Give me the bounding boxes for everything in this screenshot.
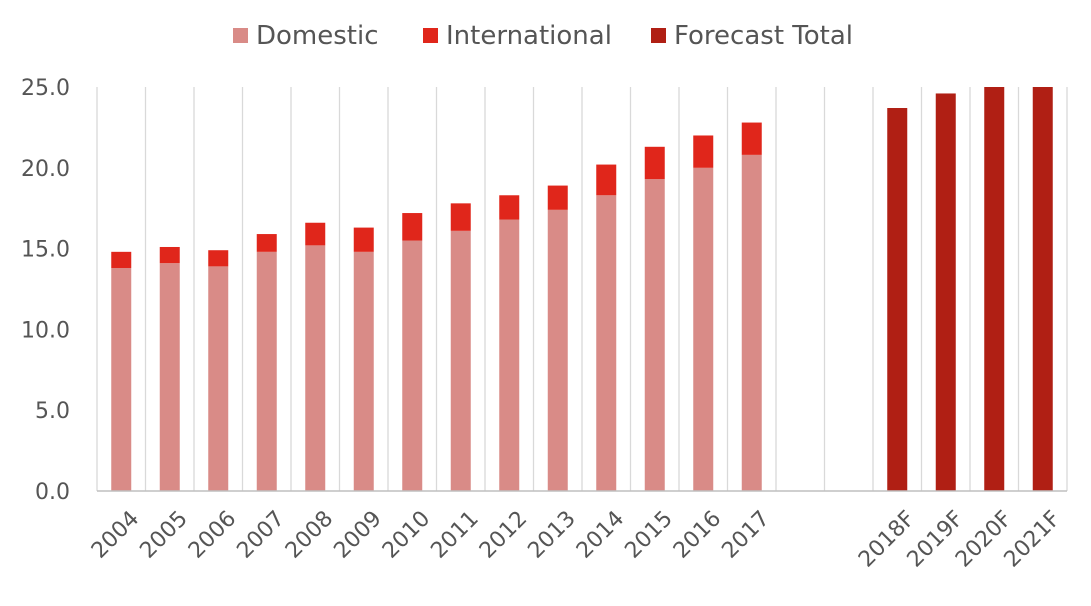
legend-swatch-domestic — [233, 28, 248, 43]
bar-domestic-2016 — [693, 167, 714, 492]
x-tick-label: 2017 — [717, 506, 774, 563]
bar-domestic-2004 — [111, 267, 132, 491]
legend-label-international: International — [446, 21, 612, 51]
x-tick-label: 2012 — [475, 506, 532, 563]
x-tick-label: 2004 — [87, 506, 144, 563]
y-tick-label: 25.0 — [21, 76, 70, 101]
x-tick-label: 2008 — [281, 506, 338, 563]
bar-domestic-2008 — [305, 245, 326, 491]
bar-domestic-2014 — [596, 195, 617, 491]
bar-domestic-2009 — [353, 251, 374, 491]
x-tick-label: 2014 — [572, 506, 629, 563]
bar-international-2017 — [741, 122, 762, 155]
x-tick-label: 2006 — [184, 506, 241, 563]
bar-domestic-2017 — [741, 154, 762, 491]
x-tick-label: 2015 — [620, 506, 677, 563]
bar-forecast-total-2021f — [1032, 87, 1053, 491]
x-tick-label: 2009 — [329, 506, 386, 563]
bar-international-2015 — [644, 146, 665, 180]
bars-layer — [111, 87, 1053, 492]
bar-international-2010 — [402, 213, 423, 241]
x-tick-label: 2005 — [135, 506, 192, 563]
y-tick-label: 5.0 — [35, 399, 70, 424]
bar-international-2012 — [499, 195, 520, 220]
bar-domestic-2015 — [644, 179, 665, 491]
bar-domestic-2005 — [159, 263, 180, 491]
bar-domestic-2006 — [208, 266, 229, 491]
bar-forecast-total-2018f — [887, 108, 908, 492]
x-tick-label: 2011 — [426, 506, 483, 563]
bar-international-2007 — [256, 234, 277, 252]
bar-forecast-total-2019f — [935, 93, 956, 492]
y-tick-label: 10.0 — [21, 318, 70, 343]
y-tick-label: 15.0 — [21, 238, 70, 263]
grid-layer — [96, 87, 1068, 491]
x-tick-label: 2016 — [669, 506, 726, 563]
y-tick-label: 0.0 — [35, 480, 70, 505]
bar-domestic-2007 — [256, 251, 277, 491]
legend-swatch-forecast-total — [651, 28, 666, 43]
bar-international-2009 — [353, 227, 374, 252]
bar-international-2006 — [208, 250, 229, 267]
legend-label-forecast-total: Forecast Total — [674, 21, 853, 51]
bar-forecast-total-2020f — [984, 87, 1005, 491]
bar-international-2011 — [450, 203, 471, 231]
legend: Domestic International Forecast Total — [233, 21, 853, 51]
bar-domestic-2010 — [402, 240, 423, 491]
legend-swatch-international — [423, 28, 438, 43]
bar-international-2008 — [305, 222, 326, 246]
bar-international-2016 — [693, 135, 714, 168]
bar-domestic-2013 — [547, 209, 568, 492]
x-tick-label: 2013 — [523, 506, 580, 563]
x-tick-label: 2007 — [232, 506, 289, 563]
bar-international-2004 — [111, 251, 132, 268]
bar-domestic-2011 — [450, 230, 471, 491]
bar-international-2005 — [159, 246, 180, 264]
bar-international-2014 — [596, 164, 617, 196]
bar-international-2013 — [547, 185, 568, 210]
bar-domestic-2012 — [499, 219, 520, 491]
x-tick-label: 2010 — [378, 506, 435, 563]
legend-label-domestic: Domestic — [256, 21, 379, 51]
y-tick-label: 20.0 — [21, 157, 70, 182]
